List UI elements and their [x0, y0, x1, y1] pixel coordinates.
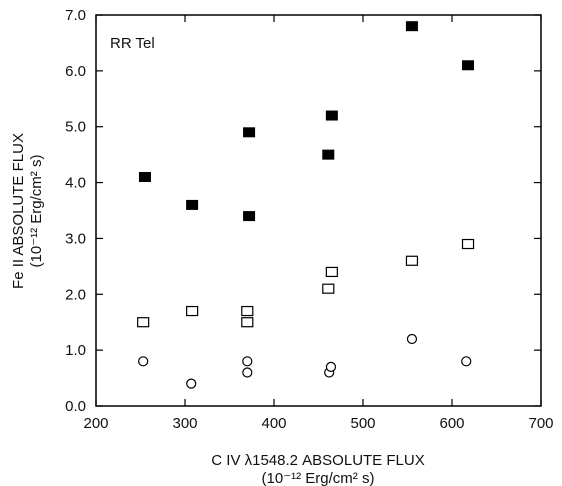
x-tick-label: 400	[261, 415, 286, 432]
y-tick-label: 6.0	[65, 63, 86, 80]
y-tick-label: 2.0	[65, 286, 86, 303]
plot-frame	[95, 14, 542, 407]
x-tick-label: 700	[528, 415, 553, 432]
data-point-filled-square	[322, 149, 335, 160]
data-points	[137, 21, 475, 389]
x-axis-unit: (10⁻¹² Erg/cm² s)	[262, 470, 375, 486]
x-tick-label: 300	[172, 415, 197, 432]
data-point-filled-square	[186, 199, 199, 210]
data-point-open-circle	[242, 356, 253, 367]
data-point-open-square	[186, 305, 199, 317]
data-point-open-square	[405, 255, 419, 266]
data-point-open-circle	[325, 361, 337, 372]
data-point-open-circle	[186, 378, 197, 389]
data-point-filled-square	[243, 211, 256, 222]
data-point-filled-square	[325, 110, 338, 121]
data-point-open-circle	[242, 367, 253, 378]
data-point-filled-square	[138, 171, 151, 182]
data-point-filled-square	[243, 127, 256, 138]
y-tick-label: 7.0	[65, 7, 86, 24]
y-tick-label: 1.0	[65, 342, 86, 359]
x-tick-label: 500	[350, 415, 375, 432]
y-tick-label: 3.0	[65, 230, 86, 247]
y-tick-label: 0.0	[65, 398, 86, 415]
y-tick-label: 4.0	[65, 175, 86, 192]
data-point-open-square	[325, 266, 338, 278]
data-point-open-square	[322, 283, 335, 294]
y-axis-title: Fe II ABSOLUTE FLUX	[10, 133, 27, 289]
annotation-rr-tel: RR Tel	[110, 35, 155, 52]
axis-ticks: 200 300 400 500 600 700 0.0 1.0 2.0 3.0 4.0 5.0 6.0 7…	[65, 7, 553, 432]
data-point-filled-square	[405, 21, 418, 32]
y-tick-label: 5.0	[65, 119, 86, 136]
y-axis-unit: (10⁻¹² Erg/cm² s)	[28, 155, 45, 268]
data-point-open-square	[241, 317, 254, 328]
data-point-open-square	[137, 317, 150, 328]
x-tick-label: 200	[83, 415, 108, 432]
data-point-open-circle	[406, 333, 418, 345]
data-point-filled-square	[462, 60, 475, 71]
data-point-open-square	[241, 305, 254, 317]
data-point-open-square	[461, 238, 475, 250]
x-axis-title: C IV λ1548.2 ABSOLUTE FLUX	[211, 452, 424, 469]
x-tick-label: 600	[439, 415, 464, 432]
data-point-open-circle	[461, 356, 472, 367]
data-point-open-circle	[138, 356, 149, 367]
